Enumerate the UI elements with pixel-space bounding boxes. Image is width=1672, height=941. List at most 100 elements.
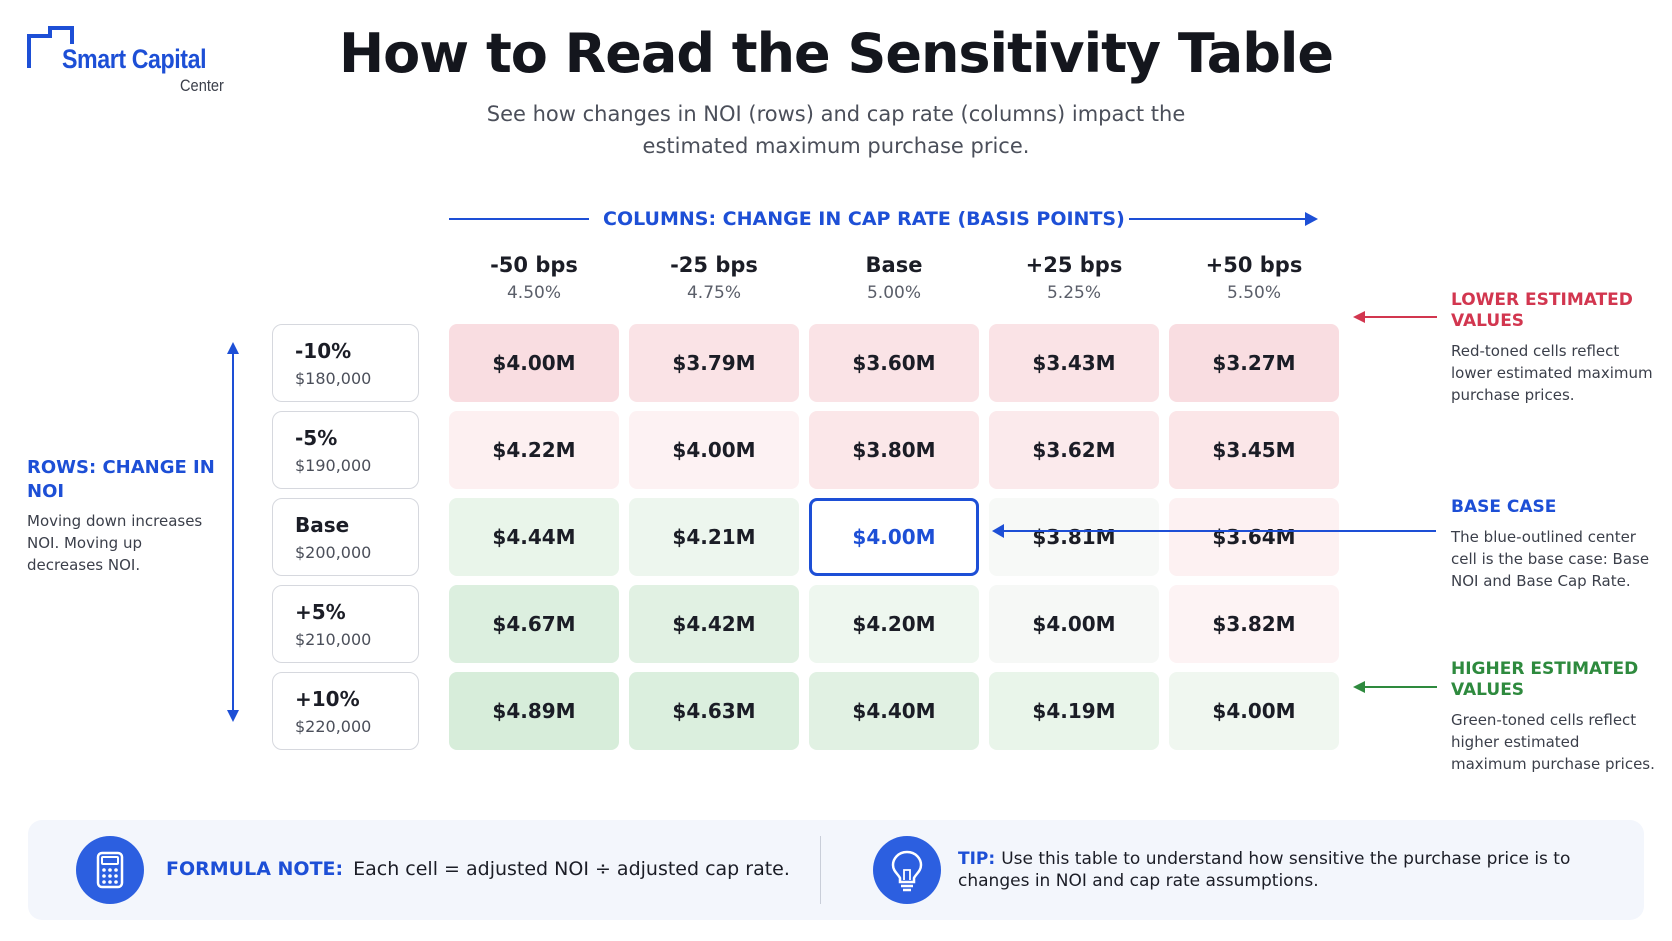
row-noi: $200,000 (295, 543, 372, 562)
column-header: +25 bps 5.25% (989, 253, 1159, 303)
arrow-left-icon (1353, 311, 1365, 323)
row-label-box: -10% $180,000 (272, 324, 419, 402)
column-rate: 5.25% (1046, 283, 1101, 303)
table-cell: $3.81M (989, 498, 1159, 576)
banner-line-left (449, 218, 589, 220)
divider (820, 836, 821, 904)
arrow-right-icon (1305, 212, 1318, 226)
table-cell: $3.45M (1169, 411, 1339, 489)
annotation-text: The blue-outlined center cell is the bas… (1451, 528, 1650, 590)
column-header: +50 bps 5.50% (1169, 253, 1339, 303)
logo-sub-text: Center (180, 76, 224, 95)
table-cell: $4.00M (629, 411, 799, 489)
columns-banner-text: COLUMNS: CHANGE IN CAP RATE (BASIS POINT… (603, 208, 1125, 230)
rows-axis-note: Moving down increases NOI. Moving up dec… (27, 512, 203, 574)
row-label-box: +10% $220,000 (272, 672, 419, 750)
column-label: +25 bps (1025, 253, 1123, 277)
row-label-box: -5% $190,000 (272, 411, 419, 489)
column-rate: 4.50% (506, 283, 561, 303)
table-cell: $3.43M (989, 324, 1159, 402)
annotation-text: Red-toned cells reflect lower estimated … (1451, 342, 1653, 404)
arrow-left-icon (1353, 681, 1365, 693)
base-case-cell: $4.00M (809, 498, 979, 576)
table-cell: $4.89M (449, 672, 619, 750)
table-cell: $4.40M (809, 672, 979, 750)
base-case-arrow (992, 524, 1436, 538)
table-cell: $3.60M (809, 324, 979, 402)
arrow-up-icon (227, 342, 239, 354)
table-cell: $4.44M (449, 498, 619, 576)
formula-note-key: FORMULA NOTE: (166, 858, 344, 880)
logo-main-text: Smart Capital (62, 44, 207, 74)
lower-values-arrow (1353, 310, 1437, 324)
table-cell: $4.42M (629, 585, 799, 663)
table-cell: $4.00M (989, 585, 1159, 663)
tip-key: TIP: (958, 849, 996, 869)
table-cell: $3.27M (1169, 324, 1339, 402)
annotation-title: HIGHER ESTIMATED VALUES (1451, 659, 1639, 700)
column-label: Base (865, 253, 923, 277)
table-cell: $3.62M (989, 411, 1159, 489)
logo: Smart Capital Center (26, 24, 224, 95)
page-subtitle: See how changes in NOI (rows) and cap ra… (486, 102, 1186, 158)
arrow-shaft (1363, 316, 1437, 318)
arrow-left-icon (992, 524, 1004, 538)
row-label: Base (295, 513, 350, 537)
table-cell: $4.00M (449, 324, 619, 402)
row-noi: $190,000 (295, 456, 372, 475)
column-label: -50 bps (490, 253, 578, 277)
banner-line-right (1129, 218, 1307, 220)
row-label: -10% (295, 339, 352, 363)
columns-banner: COLUMNS: CHANGE IN CAP RATE (BASIS POINT… (449, 206, 1321, 232)
arrow-down-icon (227, 710, 239, 722)
column-rate: 5.50% (1226, 283, 1281, 303)
row-label-box: +5% $210,000 (272, 585, 419, 663)
table-cell: $4.22M (449, 411, 619, 489)
column-label: +50 bps (1205, 253, 1303, 277)
lower-values-annotation: LOWER ESTIMATED VALUES Red-toned cells r… (1451, 290, 1656, 406)
column-header: -25 bps 4.75% (629, 253, 799, 303)
row-label: +5% (295, 600, 346, 624)
table-cell: $4.19M (989, 672, 1159, 750)
table-cell: $3.80M (809, 411, 979, 489)
annotation-text: Green-toned cells reflect higher estimat… (1451, 711, 1655, 773)
formula-note-text: Each cell = adjusted NOI ÷ adjusted cap … (353, 858, 790, 880)
column-rate: 5.00% (866, 283, 921, 303)
row-noi: $220,000 (295, 717, 372, 736)
arrow-shaft (1002, 530, 1436, 532)
column-header: Base 5.00% (809, 253, 979, 303)
table-cell: $3.82M (1169, 585, 1339, 663)
higher-values-annotation: HIGHER ESTIMATED VALUES Green-toned cell… (1451, 659, 1656, 775)
base-case-annotation: BASE CASE The blue-outlined center cell … (1451, 497, 1656, 592)
page-title: How to Read the Sensitivity Table (338, 22, 1334, 85)
lightbulb-icon (873, 836, 941, 904)
table-cell: $3.79M (629, 324, 799, 402)
row-label: +10% (295, 687, 360, 711)
calculator-icon (76, 836, 144, 904)
rows-axis-title: ROWS: CHANGE IN NOI (27, 457, 215, 502)
row-label-box: Base $200,000 (272, 498, 419, 576)
logo-mark-icon (27, 26, 74, 68)
table-cell: $4.00M (1169, 672, 1339, 750)
row-noi: $210,000 (295, 630, 372, 649)
tip-note: TIP: Use this table to understand how sen… (958, 848, 1578, 892)
annotation-title: BASE CASE (1451, 497, 1557, 517)
row-noi: $180,000 (295, 369, 372, 388)
table-cell: $3.64M (1169, 498, 1339, 576)
annotation-title: LOWER ESTIMATED VALUES (1451, 290, 1633, 331)
row-label: -5% (295, 426, 338, 450)
table-cell: $4.63M (629, 672, 799, 750)
formula-note: FORMULA NOTE: Each cell = adjusted NOI ÷ … (166, 858, 790, 880)
arrow-shaft (1363, 686, 1437, 688)
bottom-notes-panel: FORMULA NOTE: Each cell = adjusted NOI ÷ … (28, 820, 1644, 920)
tip-text: Use this table to understand how sensiti… (958, 849, 1571, 891)
arrow-shaft (232, 352, 234, 712)
rows-axis-arrow (227, 342, 239, 722)
column-rate: 4.75% (686, 283, 741, 303)
table-cell: $4.20M (809, 585, 979, 663)
higher-values-arrow (1353, 680, 1437, 694)
table-cell: $4.21M (629, 498, 799, 576)
column-label: -25 bps (670, 253, 758, 277)
table-cell: $4.67M (449, 585, 619, 663)
column-header: -50 bps 4.50% (449, 253, 619, 303)
